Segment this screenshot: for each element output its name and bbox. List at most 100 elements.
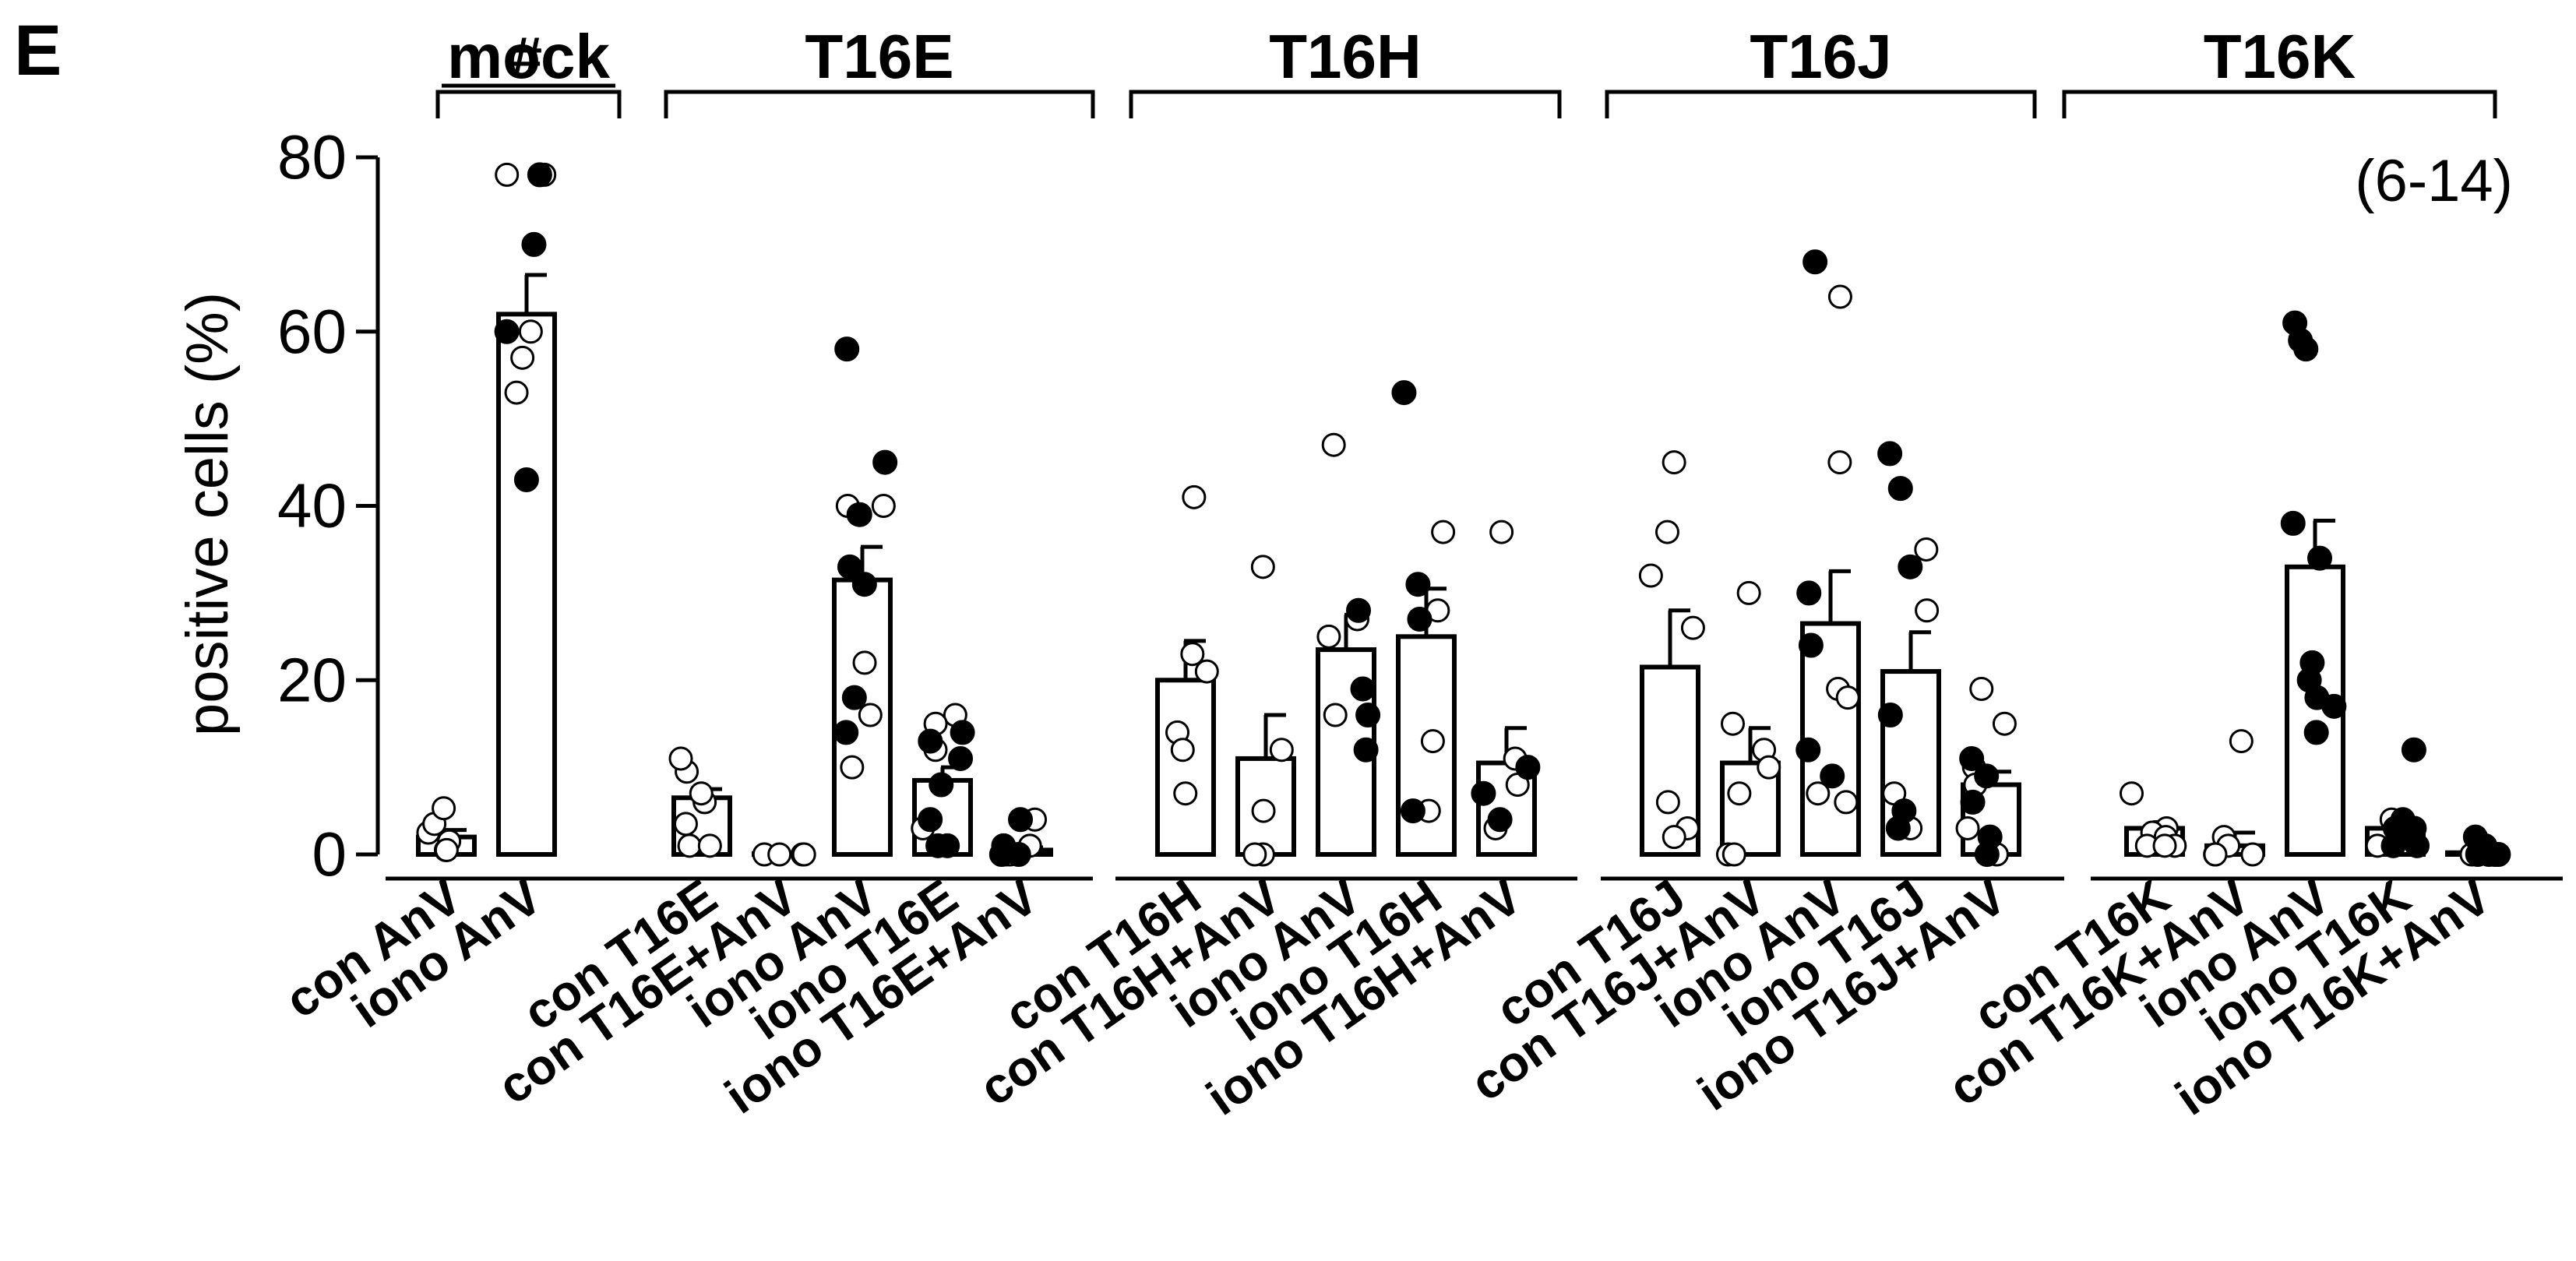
group-bracket xyxy=(435,90,622,118)
data-point-filled xyxy=(1400,798,1425,824)
data-point-open xyxy=(767,842,792,867)
data-point-filled xyxy=(1345,597,1371,623)
data-point-open xyxy=(1250,555,1275,579)
data-point-open xyxy=(1727,781,1752,806)
data-point-open xyxy=(668,746,693,771)
data-point-filled xyxy=(1471,780,1496,806)
data-point-open xyxy=(677,833,702,858)
data-point-filled xyxy=(2405,833,2430,858)
y-tick-label: 0 xyxy=(312,819,347,889)
data-point-open xyxy=(858,703,883,727)
data-point-filled xyxy=(918,807,943,833)
data-point-open xyxy=(1170,738,1195,763)
data-point-open xyxy=(1321,432,1346,457)
data-point-filled xyxy=(1877,441,1903,467)
data-point-open xyxy=(1180,642,1205,667)
data-point-filled xyxy=(1974,763,2000,789)
data-point-filled xyxy=(1877,703,1903,727)
data-point-filled xyxy=(494,319,520,344)
data-point-filled xyxy=(1405,572,1431,597)
data-point-open xyxy=(1992,711,2017,736)
data-point-filled xyxy=(833,720,859,745)
data-point-open xyxy=(1420,729,1445,754)
data-point-filled xyxy=(948,745,974,771)
panel-label: E xyxy=(14,11,62,90)
data-point-open xyxy=(1680,615,1705,640)
y-tick-label: 80 xyxy=(277,122,347,192)
group-bracket xyxy=(1129,90,1562,118)
data-point-open xyxy=(432,796,456,821)
data-point-filled xyxy=(513,467,539,492)
data-point-filled xyxy=(2303,720,2329,745)
data-point-filled xyxy=(841,685,867,710)
data-point-filled xyxy=(851,572,877,597)
group-bracket xyxy=(2062,90,2497,118)
y-tick-label: 20 xyxy=(277,645,347,714)
data-point-open xyxy=(1827,450,1852,475)
data-point-open xyxy=(2152,833,2177,858)
data-point-filled xyxy=(1885,815,1911,841)
data-point-filled xyxy=(847,502,872,527)
data-point-filled xyxy=(1959,745,1985,771)
data-point-open xyxy=(1242,842,1267,867)
data-point-open xyxy=(697,833,722,858)
data-point-open xyxy=(1757,755,1781,780)
group-label: T16H xyxy=(1269,22,1422,91)
group-label: T16J xyxy=(1750,22,1891,91)
data-point-open xyxy=(1914,537,1939,562)
data-point-filled xyxy=(2307,545,2333,571)
data-point-open xyxy=(1655,790,1680,815)
data-point-open xyxy=(2240,842,2265,867)
data-point-open xyxy=(1736,580,1761,605)
data-point-open xyxy=(1269,738,1294,763)
bar xyxy=(1155,678,1216,857)
data-point-filled xyxy=(1515,755,1541,780)
data-point-open xyxy=(504,380,529,405)
data-point-open xyxy=(1721,711,1746,736)
data-point-open xyxy=(1915,598,1940,623)
data-point-filled xyxy=(2465,842,2490,867)
data-point-open xyxy=(2229,729,2254,754)
data-point-filled xyxy=(2293,336,2319,362)
data-point-open xyxy=(518,319,543,344)
data-point-filled xyxy=(918,728,943,754)
data-point-open xyxy=(1835,685,1860,710)
data-point-open xyxy=(1662,450,1686,475)
data-point-filled xyxy=(1350,676,1376,702)
data-point-open xyxy=(1489,520,1514,544)
data-point-open xyxy=(1654,520,1679,544)
data-point-filled xyxy=(2280,510,2306,536)
data-point-filled xyxy=(2401,737,2426,763)
data-point-filled xyxy=(1820,763,1845,789)
data-point-open xyxy=(510,345,535,370)
group-bracket xyxy=(664,90,1095,118)
data-point-filled xyxy=(1960,789,1986,815)
data-point-open xyxy=(495,162,520,187)
data-point-filled xyxy=(1407,606,1432,632)
data-point-open xyxy=(1638,563,1663,588)
data-point-filled xyxy=(2486,842,2511,867)
data-point-open xyxy=(1721,842,1746,867)
group-label: T16E xyxy=(805,22,953,91)
y-tick-label: 40 xyxy=(277,471,347,541)
data-point-filled xyxy=(929,772,954,798)
data-point-filled xyxy=(1796,580,1822,606)
data-point-filled xyxy=(834,336,860,362)
data-point-open xyxy=(2203,842,2228,867)
data-point-open xyxy=(1323,703,1348,727)
data-point-filled xyxy=(2321,693,2347,719)
data-point-open xyxy=(689,781,714,806)
group-label: mock xyxy=(447,22,610,91)
group-label: T16K xyxy=(2204,22,2356,91)
data-point-open xyxy=(2120,781,2144,806)
bar xyxy=(1640,664,1700,857)
data-point-filled xyxy=(1802,249,1828,275)
data-point-filled xyxy=(872,449,898,475)
data-point-filled xyxy=(1487,807,1513,833)
data-point-open xyxy=(1251,798,1276,823)
data-point-open xyxy=(1194,659,1219,684)
data-point-filled xyxy=(1353,737,1379,763)
data-point-filled xyxy=(1355,703,1381,727)
